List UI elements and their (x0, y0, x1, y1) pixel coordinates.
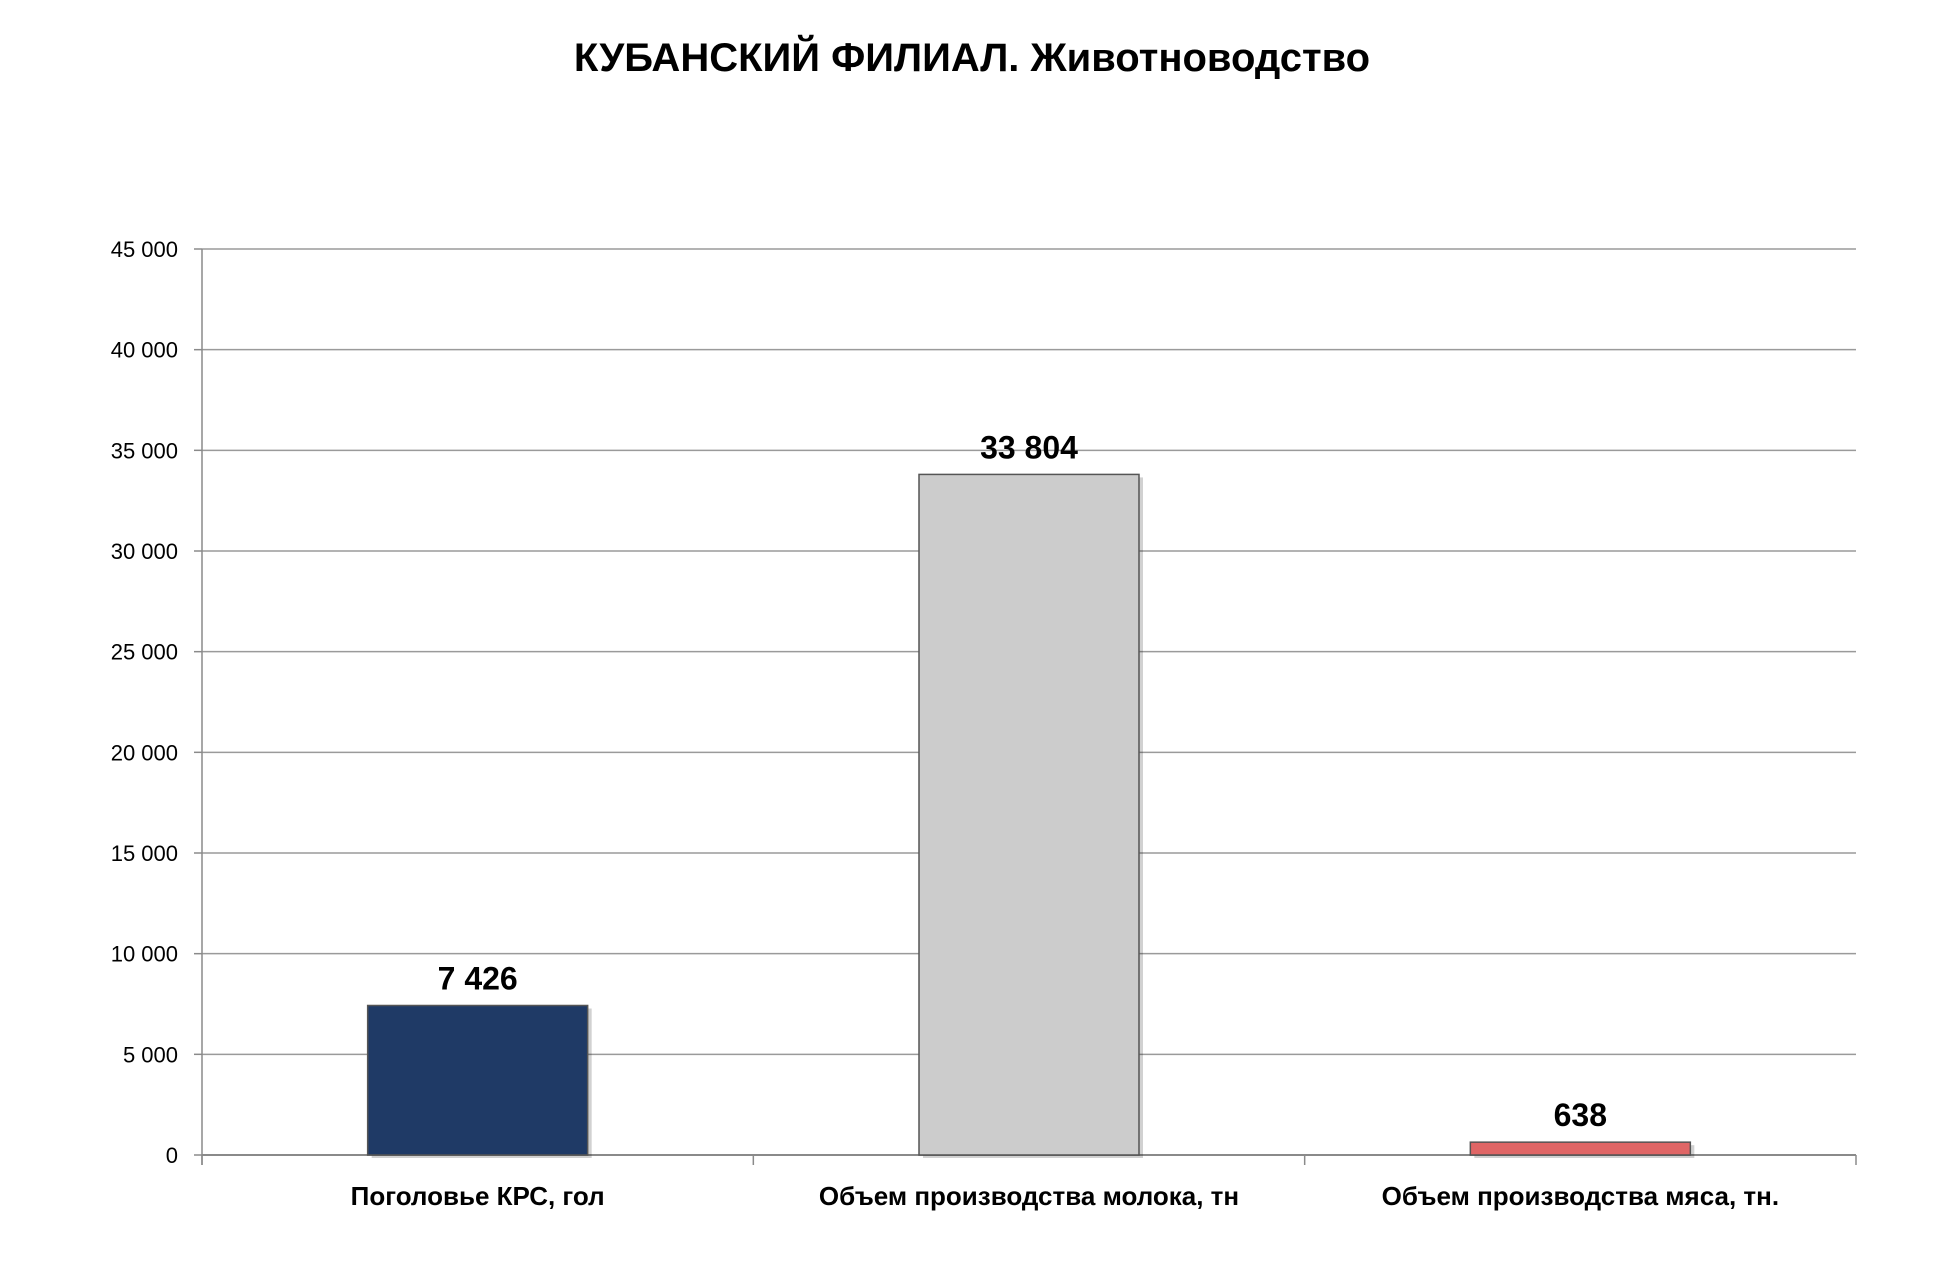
bar (1469, 1141, 1692, 1156)
y-tick-label: 10 000 (111, 942, 178, 967)
y-tick-label: 15 000 (111, 841, 178, 866)
chart-title: КУБАНСКИЙ ФИЛИАЛ. Животноводство (573, 36, 1371, 80)
y-tick-label: 5 000 (123, 1042, 178, 1067)
y-tick-label: 20 000 (111, 740, 178, 765)
x-tick-label: Объем производства мяса, тн. (1382, 1181, 1779, 1211)
bar (918, 473, 1140, 1156)
y-tick-label: 25 000 (111, 640, 178, 665)
y-tick-label: 40 000 (111, 338, 178, 363)
y-tick-label: 35 000 (111, 438, 178, 463)
y-tick-label: 0 (166, 1143, 178, 1168)
labels: 0 5 000 10 000 15 000 20 000 25 000 30 000 35 0… (111, 237, 1779, 1211)
data-label: 638 (1554, 1097, 1607, 1133)
data-label: 33 804 (980, 429, 1078, 465)
bars (366, 473, 1695, 1158)
y-tick-label: 30 000 (111, 539, 178, 564)
y-tick-label: 45 000 (111, 237, 178, 262)
x-tick-label: Объем производства молока, тн (819, 1181, 1239, 1211)
bar (366, 1004, 589, 1156)
x-tick-label: Поголовье КРС, гол (351, 1181, 605, 1211)
data-label: 7 426 (438, 960, 518, 996)
